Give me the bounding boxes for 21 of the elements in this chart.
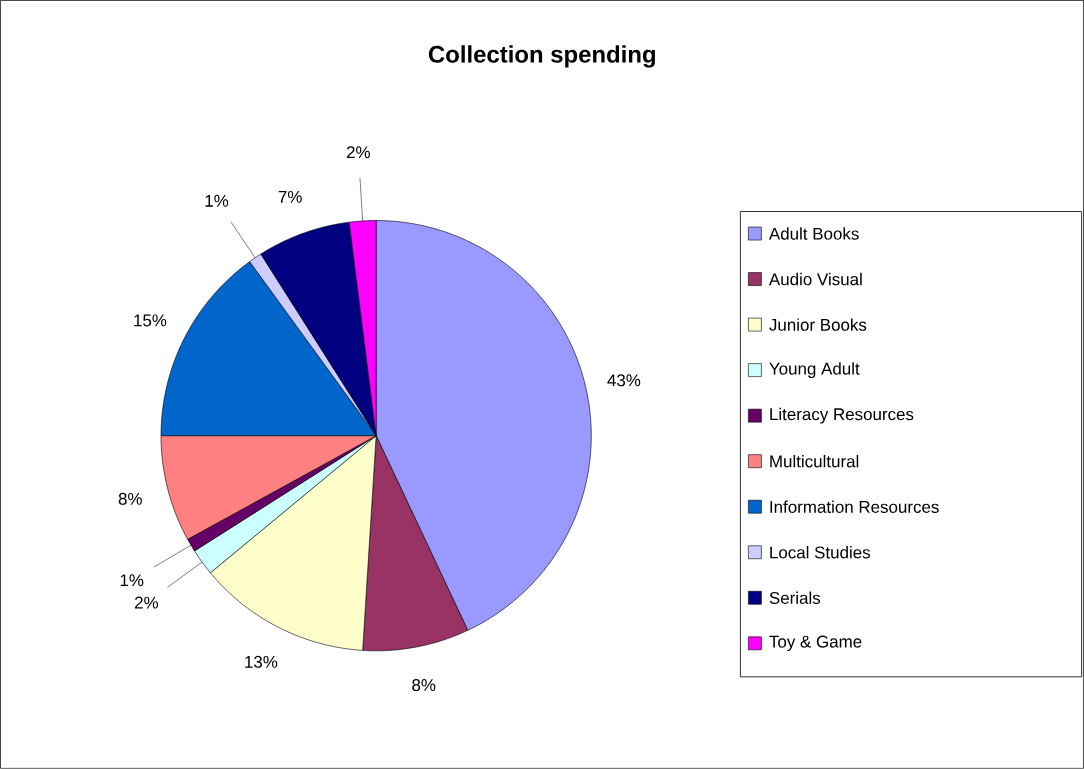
data-label: 1% [120, 574, 144, 587]
legend-label: Information Resources [770, 500, 939, 514]
legend-label: Young Adult [769, 362, 860, 379]
data-label: 43% [607, 374, 641, 387]
data-label: 8% [118, 492, 142, 505]
data-label: 8% [412, 679, 436, 692]
legend-label: Multicultural [770, 455, 859, 468]
data-label: 7% [278, 191, 302, 203]
legend-label: Toy & Game [769, 635, 862, 652]
data-label: 2% [346, 146, 370, 159]
legend-label: Serials [769, 591, 821, 605]
legend-label: Adult Books [768, 227, 859, 240]
data-label: 1% [205, 194, 229, 207]
chart-title: Collection spending [428, 45, 655, 68]
data-label: 15% [134, 314, 167, 327]
legend-label: Local Studies [770, 546, 871, 559]
legend-label: Audio Visual [768, 272, 862, 286]
data-label: 2% [135, 596, 159, 609]
data-label: 13% [245, 655, 278, 668]
legend-label: Literacy Resources [770, 407, 914, 424]
legend-label: Junior Books [769, 318, 867, 331]
